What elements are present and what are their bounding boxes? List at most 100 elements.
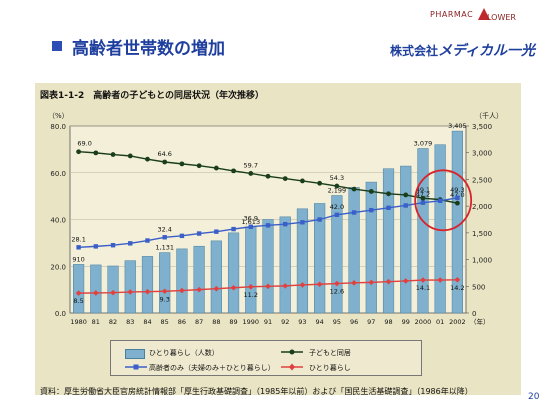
series-value-label: 9.3 (160, 295, 170, 303)
bar (382, 168, 395, 314)
point-elderly-only (334, 212, 340, 218)
point-child (403, 192, 409, 198)
point-child (213, 165, 219, 171)
point-elderly-only (110, 243, 116, 248)
point-elderly-only (455, 195, 460, 200)
series-value-label: 64.6 (157, 150, 171, 158)
figure-title: 図表1-1-2 高齢者の子どもとの同居状況（年次推移） (40, 91, 264, 101)
point-elderly-only (351, 210, 357, 215)
point-alone (247, 284, 254, 290)
x-tick-label: 98 (384, 318, 392, 326)
point-elderly-only (248, 224, 253, 229)
bar (296, 208, 309, 314)
point-child (265, 173, 271, 179)
bar (73, 264, 85, 314)
bar (365, 181, 377, 314)
point-alone (437, 277, 443, 283)
company-prefix: 株式会社 (390, 44, 439, 58)
point-alone (299, 282, 306, 288)
bar (176, 248, 188, 314)
y-right-tick-label: 500 (472, 283, 485, 291)
x-tick-label: 81 (92, 318, 100, 326)
bar (227, 232, 240, 314)
bar (262, 219, 274, 314)
point-elderly-only (231, 226, 236, 232)
bar-value-label: 3,079 (414, 139, 433, 147)
point-alone (402, 278, 409, 284)
legend-elderly-label: 高齢者のみ（夫婦のみ＋ひとり暮らし） (149, 364, 275, 372)
logo-pharmac: PHARMAC (430, 10, 474, 19)
series-value-label: 36.9 (244, 215, 258, 223)
source-note: 資料：厚生労働省大臣官房統計情報部「厚生行政基礎調査」（1985年以前）および「… (40, 387, 473, 396)
y-right-tick-label: 1,000 (472, 257, 492, 265)
point-elderly-only (420, 200, 426, 205)
legend-child-label: 子どもと同居 (309, 349, 351, 357)
point-child (351, 186, 357, 192)
slide-title: 高齢者世帯数の増加 (72, 39, 225, 59)
point-elderly-only (300, 220, 305, 225)
x-tick-label: 84 (143, 318, 151, 326)
x-tick-label: 2002 (449, 318, 466, 326)
bar (245, 226, 257, 314)
point-elderly-only (283, 221, 288, 227)
bar (107, 265, 119, 314)
point-alone (196, 286, 202, 293)
point-child (368, 189, 374, 194)
series-value-label: 28.1 (71, 235, 85, 243)
x-tick-label: 86 (178, 318, 186, 326)
x-tick-label: 01 (436, 318, 444, 326)
y-right-tick-label: 2,000 (472, 203, 492, 211)
series-value-label: 14.2 (450, 284, 464, 292)
point-child (179, 161, 185, 167)
y-right-tick-label: 3,500 (472, 123, 492, 131)
point-alone (265, 283, 271, 290)
point-child (334, 183, 340, 189)
legend-bars-label: ひとり暮らし（人数） (149, 349, 219, 357)
bar-value-label: 910 (72, 255, 84, 263)
point-elderly-only (214, 229, 219, 234)
x-tick-label: 88 (212, 318, 220, 326)
x-tick-label: 83 (126, 318, 134, 326)
point-elderly-only (128, 241, 133, 246)
y-left-tick-label: 0.0 (55, 310, 66, 318)
company-logo: 株式会社メディカル一光 (390, 40, 535, 60)
x-tick-label: 91 (264, 318, 272, 326)
bar (124, 260, 136, 314)
legend-bar-swatch (125, 349, 145, 359)
y-right-tick-label: 3,000 (472, 150, 492, 158)
title-bullet (52, 41, 62, 51)
x-tick-label: 97 (367, 318, 375, 326)
bar (210, 240, 222, 314)
point-elderly-only (196, 231, 202, 236)
legend-child-swatch (281, 349, 303, 355)
bar-value-label: 1,131 (155, 244, 174, 252)
y-left-tick-label: 20.0 (50, 263, 66, 271)
point-elderly-only (93, 244, 99, 249)
highlight-circle (414, 169, 473, 232)
point-child (420, 195, 426, 201)
point-child (282, 176, 288, 181)
point-elderly-only (162, 235, 167, 240)
point-alone (420, 277, 426, 283)
point-child (317, 180, 323, 186)
point-alone (127, 289, 134, 295)
point-alone (368, 279, 375, 286)
point-alone (75, 290, 82, 296)
point-alone (144, 288, 151, 295)
point-child (386, 191, 391, 197)
series-value-label: 59.7 (244, 161, 258, 169)
point-elderly-only (179, 233, 185, 239)
x-tick-label: 99 (402, 318, 410, 326)
y-right-tick-label: 2,500 (472, 176, 492, 184)
bar (279, 216, 291, 314)
series-value-label: 69.0 (77, 140, 91, 148)
point-child (127, 153, 133, 159)
series-value-label: 47.0 (450, 191, 464, 199)
x-axis-suffix: （年） (470, 317, 490, 326)
point-child (196, 163, 202, 169)
point-alone (454, 277, 461, 283)
point-alone (351, 280, 357, 286)
x-tick-label: 2000 (415, 318, 432, 326)
series-value-label: 14.1 (416, 284, 430, 292)
